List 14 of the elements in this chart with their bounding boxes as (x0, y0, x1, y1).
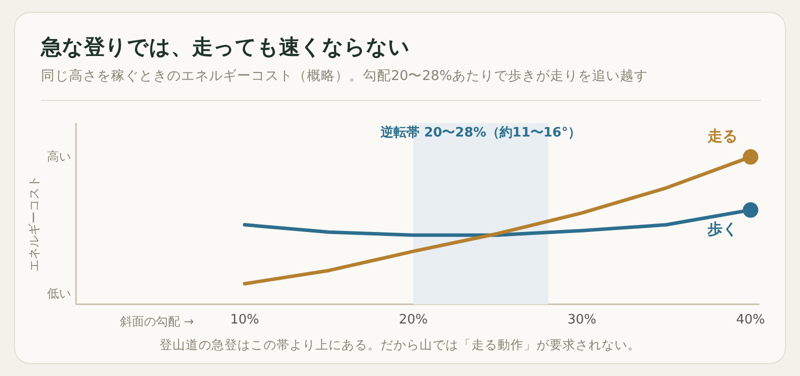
x-tick-label: 20% (398, 312, 428, 328)
x-tick-label: 10% (230, 312, 260, 328)
band-label: 逆転帯 20〜28%（約11〜16°） (380, 124, 581, 140)
chart-subtitle: 同じ高さを稼ぐときのエネルギーコスト（概略）。勾配20〜28%あたりで歩きが走りを追い越す (41, 67, 648, 85)
text: 高い (47, 150, 71, 164)
x-tick-label: 30% (567, 312, 596, 328)
series-label: 歩く (706, 220, 738, 238)
y-axis-title: エネルギーコスト (27, 176, 42, 272)
text: 登山道の急登はこの帯より上にある。だから山では「走る動作」が要求されない。 (158, 337, 642, 354)
chart-title: 急な登りでは、走っても速くならない (41, 34, 410, 61)
series-label: 走る (706, 126, 738, 145)
x-axis-title: 斜面の勾配 → (120, 314, 194, 329)
text: 低い (47, 286, 71, 301)
x-tick-label: 40% (736, 312, 766, 328)
